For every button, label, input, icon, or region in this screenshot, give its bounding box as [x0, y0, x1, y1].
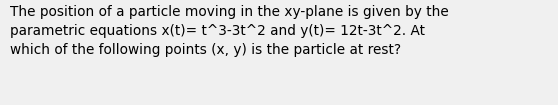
Text: The position of a particle moving in the xy-plane is given by the
parametric equ: The position of a particle moving in the… [10, 5, 449, 57]
